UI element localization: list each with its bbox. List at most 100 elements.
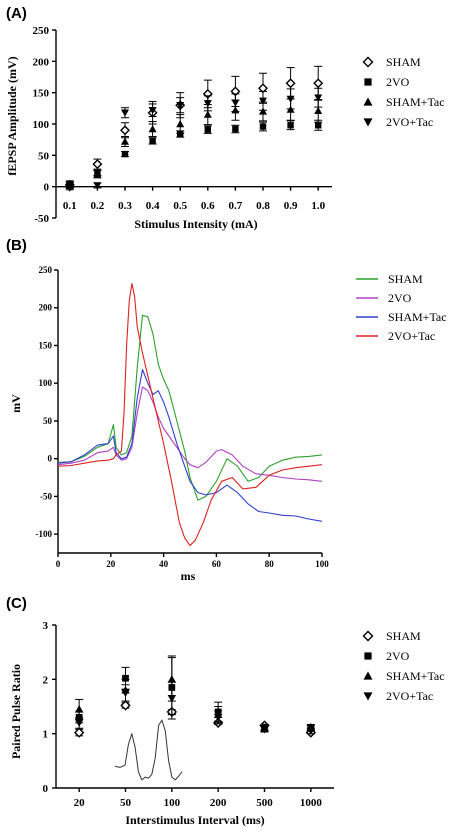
point-sham-plus-tac [74, 705, 84, 713]
y-tick-label: 50 [43, 416, 53, 426]
point-2vo-plus-tac [259, 97, 267, 105]
x-tick-label: 1000 [300, 797, 323, 809]
point-2vo-plus-tac [231, 99, 240, 107]
legend-marker-2vo-plus-tac [363, 692, 373, 701]
x-tick-label: 40 [159, 559, 169, 569]
point-2vo-plus-tac [93, 182, 102, 190]
y-tick-label: 50 [38, 150, 50, 162]
trace-sham [57, 314, 323, 501]
legend-label-sham: SHAM [388, 272, 423, 286]
x-tick-label: 100 [315, 559, 329, 569]
legend-label-2vo: 2VO [386, 75, 410, 89]
x-tick-label: 100 [164, 797, 181, 809]
x-tick-label: 0.3 [118, 200, 132, 212]
x-tick-label: 0.7 [229, 200, 243, 212]
point-sham-plus-tac [93, 170, 102, 178]
point-sham-plus-tac [314, 106, 323, 115]
legend-label-sham-plus-tac: SHAM+Tac [386, 669, 445, 683]
x-tick-label: 0.8 [256, 200, 270, 212]
x-tick-label: 1.0 [311, 200, 325, 212]
trace-sham-plus-tac [57, 369, 323, 522]
inset-trace [114, 719, 183, 781]
x-tick-label: 0.4 [146, 200, 160, 212]
legend-label-2vo: 2VO [388, 291, 412, 305]
y-tick-label: 100 [39, 378, 53, 388]
x-tick-label: 200 [210, 797, 227, 809]
legend-label-2vo: 2VO [386, 649, 410, 663]
point-2vo-plus-tac [314, 94, 323, 102]
point-2vo [149, 137, 156, 145]
point-2vo [287, 122, 294, 129]
point-2vo-plus-tac [65, 184, 74, 192]
point-sham-plus-tac [259, 107, 267, 115]
point-2vo [259, 123, 267, 130]
point-2vo-plus-tac [121, 689, 130, 698]
legend-marker-sham-plus-tac [363, 97, 373, 106]
y-tick-label: 3 [43, 620, 49, 632]
legend-marker-sham-plus-tac [363, 671, 373, 680]
point-sham-plus-tac [148, 125, 157, 133]
y-tick-label: 0 [43, 783, 49, 795]
y-tick-label: 150 [39, 340, 53, 350]
legend-label-sham-plus-tac: SHAM+Tac [388, 310, 447, 324]
legend-label-2vo-plus-tac: 2VO+Tac [386, 115, 433, 129]
x-tick-label: 500 [256, 797, 273, 809]
panel-label-b: (B) [6, 237, 27, 254]
x-tick-label: 80 [265, 559, 275, 569]
y-tick-label: 0 [48, 454, 53, 464]
legend-label-2vo-plus-tac: 2VO+Tac [386, 689, 433, 703]
point-2vo-plus-tac [260, 725, 269, 734]
x-axis-title: ms [181, 569, 196, 583]
point-sham [285, 78, 296, 89]
point-2vo-plus-tac [203, 100, 212, 108]
legend-label-sham-plus-tac: SHAM+Tac [386, 95, 445, 109]
y-tick-label: 2 [43, 674, 49, 686]
y-axis-title: Paired Pulse Ratio [9, 664, 23, 759]
panel-label-a: (A) [6, 5, 27, 22]
chart-b: -100 -50 0 50 100 150 200 250 0 20 40 60 80 100 ms mV SH… [9, 265, 447, 583]
y-tick-label: -50 [40, 491, 52, 501]
y-tick-label: 200 [39, 303, 53, 313]
y-tick-label: 100 [33, 119, 50, 131]
y-tick-label: 0 [44, 182, 50, 194]
legend-marker-sham [362, 630, 374, 642]
y-tick-label: 200 [33, 56, 50, 68]
y-axis-title: mV [9, 394, 23, 413]
point-sham [73, 727, 85, 738]
x-tick-label: 60 [212, 559, 222, 569]
legend-marker-2vo-plus-tac [363, 118, 373, 127]
point-sham-plus-tac [176, 120, 185, 128]
y-tick-label: -100 [36, 529, 53, 539]
legend-marker-sham [362, 56, 374, 68]
y-tick-label: 1 [43, 729, 49, 741]
point-2vo-plus-tac [286, 95, 295, 103]
point-2vo [121, 150, 129, 158]
x-tick-label: 0.6 [201, 200, 215, 212]
point-2vo-plus-tac [148, 107, 157, 115]
x-tick-label: 0.2 [91, 200, 105, 212]
legend-marker-2vo [364, 652, 372, 660]
x-tick-label: 0.9 [284, 200, 298, 212]
point-2vo [177, 130, 184, 138]
x-tick-label: 0.5 [173, 200, 187, 212]
point-2vo [122, 674, 129, 682]
y-tick-label: 250 [33, 25, 50, 37]
x-tick-label: 0 [56, 559, 61, 569]
point-sham-plus-tac [167, 675, 177, 683]
legend-label-2vo-plus-tac: 2VO+Tac [388, 329, 435, 343]
point-2vo-plus-tac [167, 694, 177, 703]
legend-marker-2vo [364, 78, 372, 86]
x-axis-title: Stimulus Intensity (mA) [134, 217, 257, 231]
legend-label-sham: SHAM [386, 55, 421, 69]
chart-a: -50 0 50 100 150 200 250 0.1 0.2 0.3 0.4 0.5 0.6 0.7 0… [5, 25, 445, 231]
point-sham [92, 159, 103, 170]
legend-label-sham: SHAM [386, 629, 421, 643]
x-tick-label: 20 [74, 797, 86, 809]
point-sham [313, 78, 324, 89]
trace-2vo-plus-tac [57, 283, 323, 547]
point-sham-plus-tac [121, 137, 129, 145]
chart-c: 0 1 2 3 20 50 100 200 500 1000 Interstimulus Inter… [9, 620, 445, 827]
point-2vo-plus-tac [121, 109, 129, 117]
point-2vo [232, 125, 239, 133]
point-sham [120, 700, 131, 711]
